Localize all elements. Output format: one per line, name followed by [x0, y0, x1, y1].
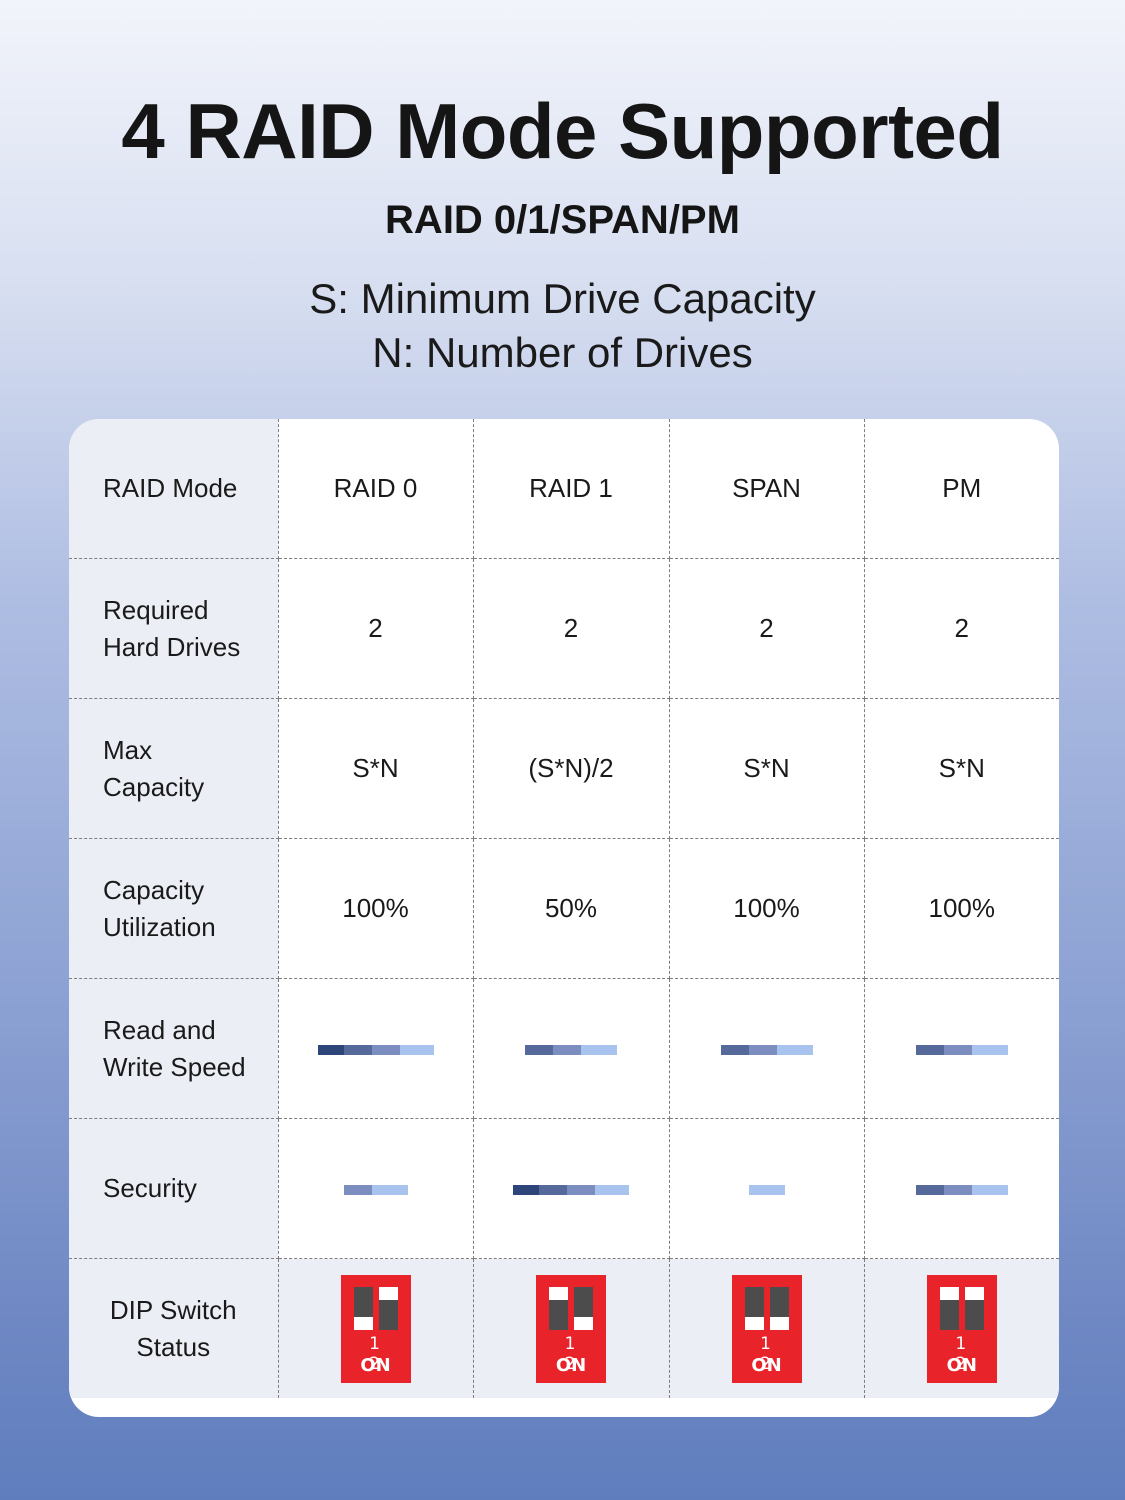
dip-slot-2 — [964, 1286, 984, 1330]
dip-on-label: ON — [751, 1354, 782, 1376]
row-raid-mode: RAID Mode RAID 0 RAID 1 SPAN PM — [69, 419, 1059, 559]
dip-numbers: 1 2 — [564, 1333, 588, 1374]
bar-segment — [343, 1045, 372, 1056]
cell-capacity-raid0: S*N — [278, 698, 474, 839]
row-label-required-drives: Required Hard Drives — [69, 558, 279, 699]
row-max-capacity: Max Capacity S*N (S*N)/2 S*N S*N — [69, 698, 1059, 839]
cell-mode-raid1: RAID 1 — [473, 419, 670, 559]
cell-capacity-raid1: (S*N)/2 — [473, 698, 670, 839]
security-bar-raid0 — [343, 1185, 408, 1196]
cell-capacity-pm: S*N — [864, 698, 1059, 839]
speed-bar-span — [720, 1045, 813, 1056]
dip-slot-1 — [939, 1286, 959, 1330]
cell-util-raid1: 50% — [473, 838, 670, 979]
bar-segment — [776, 1045, 813, 1056]
cell-mode-raid0: RAID 0 — [278, 419, 474, 559]
page-title: 4 RAID Mode Supported — [121, 87, 1004, 175]
bar-segment — [371, 1185, 408, 1196]
bar-segment — [748, 1045, 777, 1056]
dip-slot-1 — [549, 1286, 568, 1330]
dip-knob-2 — [574, 1316, 593, 1330]
bar-segment — [943, 1045, 972, 1056]
bar-segment — [539, 1185, 567, 1196]
dip-on-label: ON — [946, 1354, 977, 1376]
security-bar-pm — [915, 1185, 1008, 1196]
bar-segment — [971, 1045, 1008, 1056]
bar-segment — [971, 1185, 1008, 1196]
bar-segment — [343, 1185, 372, 1196]
row-label-dip-switch: DIP Switch Status — [69, 1258, 279, 1398]
bar-segment — [581, 1045, 617, 1056]
row-label-capacity-utilization: Capacity Utilization — [69, 838, 279, 979]
dip-knob-1 — [549, 1286, 568, 1300]
cell-drives-span: 2 — [669, 558, 865, 699]
bar-segment — [399, 1045, 434, 1056]
row-security: Security — [69, 1118, 1059, 1259]
bar-segment — [567, 1185, 595, 1196]
row-label-max-capacity: Max Capacity — [69, 698, 279, 839]
bar-segment — [915, 1185, 944, 1196]
dip-slot-2 — [378, 1286, 398, 1330]
security-bar-span — [748, 1185, 785, 1196]
cell-mode-span: SPAN — [669, 419, 865, 559]
bar-segment — [317, 1045, 344, 1056]
speed-bar-pm — [915, 1045, 1008, 1056]
row-read-write-speed: Read and Write Speed — [69, 978, 1059, 1119]
legend-n: N: Number of Drives — [372, 329, 753, 376]
row-required-drives: Required Hard Drives 2 2 2 2 — [69, 558, 1059, 699]
cell-drives-raid1: 2 — [473, 558, 670, 699]
dip-numbers: 1 2 — [369, 1333, 392, 1374]
speed-bar-raid1 — [525, 1045, 617, 1056]
dip-on-label: ON — [360, 1354, 391, 1376]
raid-comparison-table: RAID Mode RAID 0 RAID 1 SPAN PM Required… — [69, 419, 1059, 1417]
dip-switch-span: 1 2 ON — [731, 1274, 802, 1383]
speed-bar-raid0 — [317, 1045, 434, 1056]
dip-knob-1 — [939, 1286, 959, 1300]
dip-knob-2 — [964, 1286, 984, 1300]
cell-drives-pm: 2 — [864, 558, 1059, 699]
legend: S: Minimum Drive Capacity N: Number of D… — [0, 272, 1125, 380]
dip-slot-1 — [744, 1286, 764, 1330]
dip-on-label: ON — [555, 1354, 587, 1376]
row-label-security: Security — [69, 1118, 279, 1259]
bar-segment — [553, 1045, 581, 1056]
bar-segment — [943, 1185, 972, 1196]
dip-knob-1 — [353, 1316, 373, 1330]
bar-segment — [595, 1185, 629, 1196]
cell-drives-raid0: 2 — [278, 558, 474, 699]
dip-switch-raid0: 1 2 ON — [340, 1274, 411, 1383]
dip-switch-pm: 1 2 ON — [926, 1274, 997, 1383]
cell-util-raid0: 100% — [278, 838, 474, 979]
bar-segment — [720, 1045, 749, 1056]
dip-slot-1 — [353, 1286, 373, 1330]
dip-slot-2 — [769, 1286, 789, 1330]
cell-util-pm: 100% — [864, 838, 1059, 979]
bar-segment — [513, 1185, 539, 1196]
row-capacity-utilization: Capacity Utilization 100% 50% 100% 100% — [69, 838, 1059, 979]
cell-capacity-span: S*N — [669, 698, 865, 839]
bar-segment — [748, 1185, 785, 1196]
legend-s: S: Minimum Drive Capacity — [309, 275, 816, 322]
page-subtitle: RAID 0/1/SPAN/PM — [385, 198, 740, 242]
dip-numbers: 1 2 — [760, 1333, 783, 1374]
dip-numbers: 1 2 — [955, 1333, 979, 1374]
dip-knob-1 — [744, 1316, 764, 1330]
security-bar-raid1 — [513, 1185, 629, 1196]
dip-knob-2 — [769, 1316, 789, 1330]
row-label-raid-mode: RAID Mode — [69, 419, 279, 559]
bar-segment — [915, 1045, 944, 1056]
row-label-read-write-speed: Read and Write Speed — [69, 978, 279, 1119]
dip-knob-2 — [378, 1286, 398, 1300]
cell-util-span: 100% — [669, 838, 865, 979]
bar-segment — [525, 1045, 553, 1056]
dip-switch-raid1: 1 2 ON — [536, 1274, 606, 1383]
bar-segment — [371, 1045, 400, 1056]
cell-mode-pm: PM — [864, 419, 1059, 559]
dip-slot-2 — [574, 1286, 593, 1330]
